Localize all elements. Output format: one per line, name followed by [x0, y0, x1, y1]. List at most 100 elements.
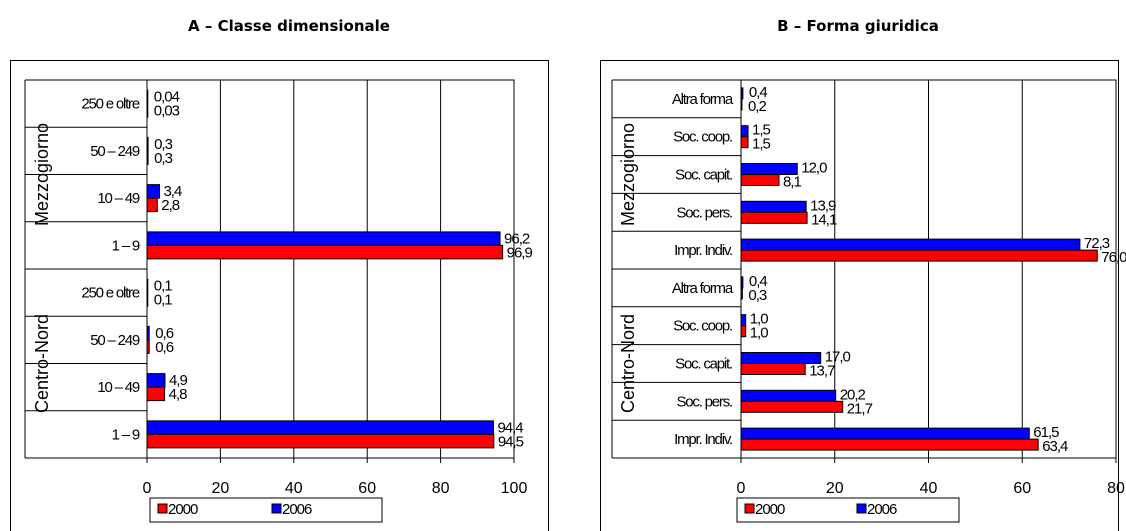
bar-2000 — [740, 136, 749, 149]
x-tick-label: 0 — [737, 480, 746, 497]
chart-b: B – Forma giuridica 0 20 40 60 80 Mezzogiorno A… — [600, 17, 1126, 531]
bar-2006 — [740, 238, 1081, 251]
bar-2006 — [740, 314, 747, 327]
plot-area — [146, 79, 515, 459]
bar-2000 — [146, 433, 495, 449]
data-label-2006: 20,2 — [840, 386, 866, 403]
data-label-2006: 17,0 — [825, 349, 851, 366]
data-label-2000: 63,4 — [1042, 438, 1068, 455]
data-label-2000: 0,1 — [154, 292, 173, 309]
category-label: 1 – 9 — [112, 426, 140, 443]
data-label-2000: 14,1 — [811, 211, 837, 228]
bar-2000 — [146, 244, 504, 260]
x-tick-label: 60 — [358, 480, 376, 497]
bar-2006 — [740, 87, 744, 100]
bar-2000 — [146, 339, 150, 354]
bar-2006 — [146, 136, 149, 152]
data-label-2006: 96,2 — [504, 230, 530, 247]
bar-2006 — [740, 389, 837, 402]
data-label-2006: 0,4 — [749, 273, 768, 290]
data-label-2006: 1,5 — [752, 122, 771, 139]
chart-title: A – Classe dimensionale — [188, 17, 390, 35]
bar-2000 — [146, 150, 149, 165]
category-label: 1 – 9 — [112, 237, 140, 254]
data-label-2006: 61,5 — [1033, 424, 1059, 441]
data-label-2000: 0,2 — [748, 98, 767, 115]
data-label-2000: 76,0 — [1101, 249, 1126, 266]
bar-2006 — [146, 420, 494, 435]
category-label: 10 – 49 — [97, 379, 140, 396]
group-label: Centro-Nord — [618, 314, 638, 413]
bar-2000 — [740, 438, 1039, 451]
category-label: Soc. coop. — [673, 129, 732, 146]
data-label-2006: 0,1 — [154, 278, 173, 295]
data-label-2006: 0,3 — [154, 136, 173, 153]
data-label-2006: 0,6 — [155, 325, 174, 342]
data-label-2000: 8,1 — [783, 174, 802, 191]
data-label-2000: 21,7 — [847, 400, 873, 417]
legend-label-2000: 2000 — [755, 501, 785, 518]
category-label: Altra forma — [672, 280, 734, 297]
legend-box — [149, 497, 383, 523]
data-label-2006: 0,4 — [749, 84, 768, 101]
category-label: 50 – 249 — [90, 143, 140, 160]
category-label: Impr. Indiv. — [674, 431, 732, 448]
bar-2006 — [146, 373, 166, 388]
data-label-2006: 1,0 — [750, 311, 769, 328]
legend-swatch-2000 — [744, 503, 755, 514]
data-label-2006: 94,4 — [497, 419, 523, 436]
data-label-2000: 96,9 — [507, 244, 533, 261]
chart-title: B – Forma giuridica — [777, 17, 939, 35]
data-label-2006: 4,9 — [169, 372, 188, 389]
data-label-2000: 0,3 — [748, 287, 767, 304]
bar-2000 — [740, 211, 808, 224]
group-label: Mezzogiorno — [618, 123, 638, 226]
data-label-2006: 13,9 — [810, 197, 836, 214]
bar-2000 — [146, 292, 149, 307]
data-label-2000: 0,03 — [154, 103, 180, 120]
chart-frame — [10, 60, 549, 531]
bar-2006 — [146, 231, 501, 246]
bar-2006 — [740, 125, 749, 138]
x-tick-label: 80 — [432, 480, 450, 497]
category-label: Impr. Indiv. — [674, 242, 732, 259]
data-label-2006: 3,4 — [163, 183, 182, 200]
data-label-2006: 72,3 — [1084, 235, 1110, 252]
bar-2000 — [740, 287, 743, 300]
category-label: Soc. capit. — [675, 167, 732, 184]
legend-swatch-2006 — [856, 503, 867, 514]
x-tick-label: 100 — [501, 480, 528, 497]
x-tick-label: 60 — [1013, 480, 1031, 497]
data-label-2006: 0,04 — [154, 89, 180, 106]
legend-label-2000: 2000 — [168, 501, 198, 518]
data-label-2000: 0,3 — [154, 150, 173, 167]
data-label-2000: 1,0 — [750, 325, 769, 342]
data-label-2000: 13,7 — [809, 363, 835, 380]
bar-2000 — [740, 174, 780, 186]
legend-box — [736, 497, 960, 523]
category-label: Soc. coop. — [673, 318, 732, 335]
bar-2000 — [740, 249, 1098, 262]
legend-swatch-2000 — [157, 503, 168, 514]
bar-2000 — [146, 197, 158, 213]
bar-2006 — [740, 276, 744, 289]
legend-label-2006: 2006 — [282, 501, 312, 518]
bar-2006 — [146, 278, 149, 294]
bar-2006 — [146, 89, 149, 105]
x-tick-label: 80 — [1107, 480, 1125, 497]
chart-frame — [600, 60, 1119, 531]
category-label: Altra forma — [672, 91, 734, 108]
bar-2006 — [740, 200, 807, 213]
legend-label-2006: 2006 — [867, 501, 897, 518]
category-label: 50 – 249 — [90, 332, 140, 349]
x-tick-label: 0 — [143, 480, 152, 497]
legend-swatch-2006 — [271, 503, 282, 514]
bar-2000 — [146, 103, 149, 118]
x-tick-label: 20 — [212, 480, 230, 497]
x-tick-label: 40 — [285, 480, 303, 497]
data-label-2006: 12,0 — [801, 160, 827, 177]
data-label-2000: 2,8 — [161, 197, 180, 214]
category-label: 10 – 49 — [97, 190, 140, 207]
